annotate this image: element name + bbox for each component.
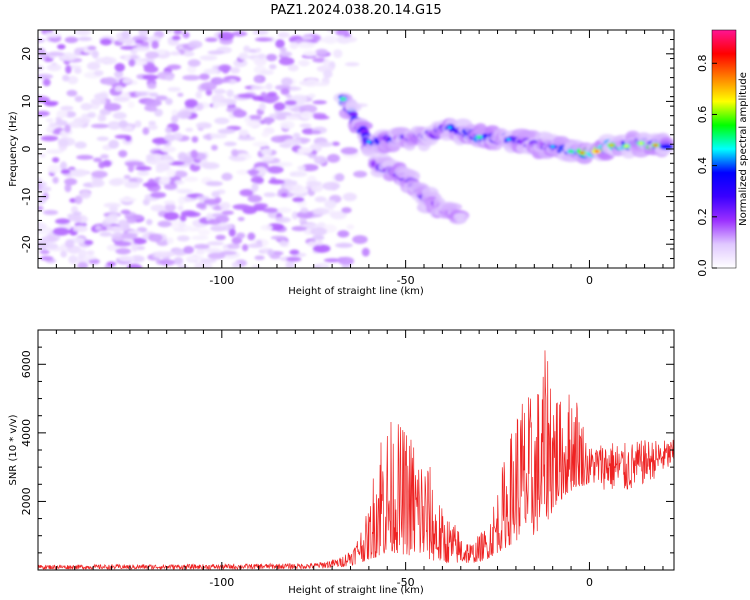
colorbar-tick-label: 0.6 <box>696 106 709 124</box>
snr-y-tick-label: 2000 <box>20 487 33 515</box>
spectrogram-heatmap <box>38 30 674 268</box>
spectrogram-y-tick-label: 0 <box>20 146 33 153</box>
colorbar: 0.0 0.2 0.4 0.6 0.8 Normalized spectral ampl… <box>696 29 749 277</box>
figure-title: PAZ1.2024.038.20.14.G15 <box>270 3 441 18</box>
spectrogram-y-axis-label: Frequency (Hz) <box>8 111 19 187</box>
colorbar-gradient <box>711 29 737 269</box>
snr-x-tick-label: -100 <box>209 576 234 589</box>
spectrogram-x-tick-label: -50 <box>397 274 415 287</box>
spectrogram-x-axis-label: Height of straight line (km) <box>288 286 424 297</box>
colorbar-tick-label: 0.0 <box>696 259 709 277</box>
snr-x-tick-label: 0 <box>586 576 593 589</box>
colorbar-tick-label: 0.4 <box>696 157 709 175</box>
snr-ticks: -100 -50 0 2000 4000 6000 <box>20 330 674 589</box>
snr-y-tick-label: 6000 <box>20 350 33 378</box>
snr-panel: -100 -50 0 2000 4000 6000 Height of straight … <box>8 329 675 596</box>
spectrogram-y-tick-label: 10 <box>20 94 33 108</box>
spectrogram-y-tick-label: -10 <box>20 188 33 206</box>
spectrogram-y-tick-label: 20 <box>20 47 33 61</box>
colorbar-label: Normalized spectral amplitude <box>738 72 749 226</box>
snr-y-tick-label: 4000 <box>20 419 33 447</box>
snr-series-line <box>38 350 674 570</box>
snr-x-axis-label: Height of straight line (km) <box>288 585 424 596</box>
colorbar-tick-label: 0.8 <box>696 55 709 72</box>
colorbar-ticks: 0.0 0.2 0.4 0.6 0.8 <box>696 55 717 277</box>
colorbar-tick-label: 0.2 <box>696 208 709 226</box>
spectrogram-x-tick-label: -100 <box>209 274 234 287</box>
spectrogram-x-tick-label: 0 <box>586 274 593 287</box>
snr-x-tick-label: -50 <box>397 576 415 589</box>
snr-y-axis-label: SNR (10 * v/v) <box>8 414 19 485</box>
spectrogram-y-tick-label: -20 <box>20 235 33 253</box>
